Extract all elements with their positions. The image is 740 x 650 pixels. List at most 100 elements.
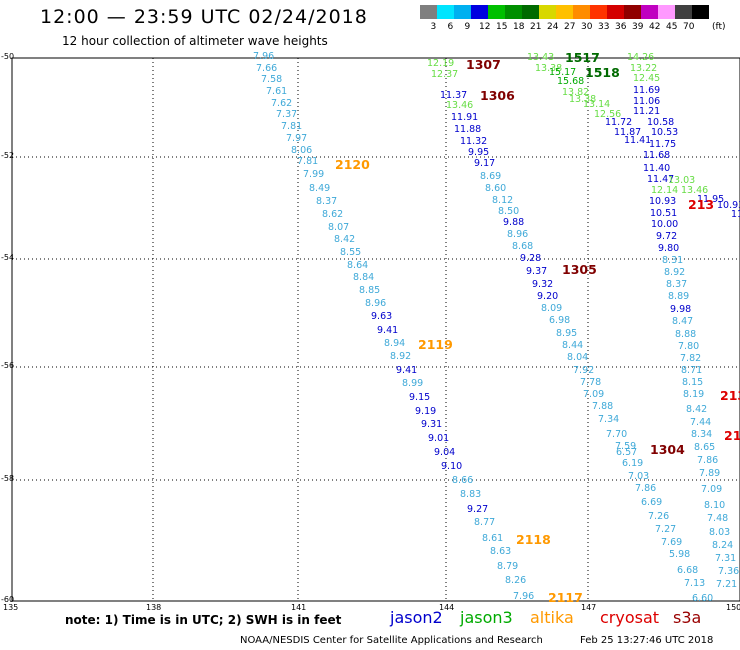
wave-height-value: 8.24	[712, 540, 734, 551]
wave-height-value: 7.89	[699, 468, 721, 479]
wave-height-value: 10.93	[649, 196, 677, 207]
wave-height-value: 12.45	[633, 73, 661, 84]
track-label: 1306	[480, 88, 515, 103]
wave-height-value: 7.96	[253, 51, 275, 62]
scale-swatch	[675, 5, 692, 19]
wave-height-value: 5.98	[669, 549, 691, 560]
wave-height-value: 8.88	[675, 329, 697, 340]
wave-height-value: 7.59	[615, 441, 637, 452]
wave-height-value: 8.60	[485, 183, 507, 194]
wave-height-value: 10.00	[651, 219, 679, 230]
wave-height-value: 7.62	[271, 98, 293, 109]
latitude-label: -54	[1, 253, 15, 262]
wave-height-value: 9.95	[468, 147, 490, 158]
wave-height-value: 8.12	[492, 195, 514, 206]
legend-s3a: s3a	[673, 608, 702, 627]
wave-height-value: 7.99	[303, 169, 325, 180]
wave-height-value: 8.61	[482, 533, 504, 544]
wave-height-value: 9.31	[421, 419, 443, 430]
wave-height-value: 7.81	[281, 121, 303, 132]
scale-label: 42	[649, 22, 661, 32]
scale-label: 21	[530, 22, 542, 32]
wave-height-value: 10.58	[647, 117, 675, 128]
wave-height-value: 7.37	[276, 109, 298, 120]
scale-swatch	[624, 5, 641, 19]
wave-height-value: 13.46	[446, 100, 474, 111]
wave-height-value: 9.72	[656, 231, 678, 242]
wave-height-value: 7.80	[678, 341, 700, 352]
wave-height-value: 8.26	[505, 575, 527, 586]
wave-height-value: 8.69	[480, 171, 502, 182]
wave-height-value: 6.69	[641, 497, 663, 508]
wave-height-value: 9.20	[537, 291, 559, 302]
scale-label: 12	[479, 22, 491, 32]
wave-height-value: 14.26	[627, 52, 655, 63]
wave-height-value: 7.34	[598, 414, 620, 425]
wave-height-value: 7.81	[297, 156, 319, 167]
wave-height-value: 9.32	[532, 279, 554, 290]
wave-height-value: 8.42	[686, 404, 708, 415]
wave-height-value: 9.98	[670, 304, 692, 315]
wave-height-value: 11.75	[649, 139, 677, 150]
wave-height-value: 8.49	[309, 183, 331, 194]
track-label: 1304	[650, 442, 685, 457]
legend-cryosat: cryosat	[600, 608, 660, 627]
wave-height-value: 8.89	[668, 291, 690, 302]
scale-label: 39	[632, 22, 644, 32]
wave-height-value: 8.65	[694, 442, 716, 453]
latitude-label: -58	[1, 474, 15, 483]
wave-height-value: 6.60	[692, 593, 714, 604]
scale-swatch	[658, 5, 675, 19]
map-border	[11, 57, 740, 602]
track-label: 213	[720, 388, 740, 403]
longitude-label: 147	[581, 603, 597, 612]
wave-height-value: 8.85	[359, 285, 381, 296]
wave-height-value: 9.10	[441, 461, 463, 472]
wave-height-value: 8.68	[512, 241, 534, 252]
scale-label: 36	[615, 22, 627, 32]
wave-height-value: 9.19	[415, 406, 437, 417]
wave-height-value: 9.01	[428, 433, 450, 444]
scale-swatch	[454, 5, 471, 19]
wave-height-value: 7.86	[635, 483, 657, 494]
page-subtitle: 12 hour collection of altimeter wave hei…	[62, 34, 328, 48]
scale-swatch	[471, 5, 488, 19]
wave-height-value: 11.72	[605, 117, 633, 128]
wave-height-value: 13.14	[583, 99, 611, 110]
wave-height-value: 11.69	[633, 85, 661, 96]
wave-height-value: 8.10	[704, 500, 726, 511]
wave-height-value: 8.15	[682, 377, 704, 388]
latitude-label: -60	[1, 595, 15, 604]
wave-height-value: 9.04	[434, 447, 456, 458]
wave-height-value: 11.32	[460, 136, 488, 147]
wave-height-value: 7.13	[684, 578, 706, 589]
wave-height-value: 10.93	[717, 200, 740, 211]
scale-swatch	[556, 5, 573, 19]
scale-swatch	[539, 5, 556, 19]
scale-label: 15	[496, 22, 508, 32]
wave-height-value: 8.83	[460, 489, 482, 500]
wave-height-value: 7.96	[513, 591, 535, 602]
scale-label: 18	[513, 22, 525, 32]
legend-jason3: jason3	[460, 608, 513, 627]
graticule	[12, 58, 740, 601]
scale-label: 3	[430, 22, 437, 32]
wave-height-value: 11.0	[731, 209, 740, 220]
track-label: 2118	[516, 532, 551, 547]
track-label: 1517	[565, 50, 600, 65]
track-label: 213	[688, 197, 715, 212]
wave-height-value: 7.09	[583, 389, 605, 400]
wave-height-value: 11.47	[647, 174, 675, 185]
wave-height-value: 11.95	[697, 194, 725, 205]
wave-height-value: 8.19	[683, 389, 705, 400]
wave-height-value: 7.92	[573, 365, 595, 376]
wave-height-value: 7.58	[261, 74, 283, 85]
scale-label: 70	[683, 22, 695, 32]
wave-height-value: 13.46	[681, 185, 709, 196]
scale-label: 30	[581, 22, 593, 32]
wave-height-value: 11.21	[633, 106, 661, 117]
wave-height-value: 8.77	[474, 517, 496, 528]
wave-height-value: 8.31	[662, 255, 684, 266]
scale-label: 9	[464, 22, 471, 32]
